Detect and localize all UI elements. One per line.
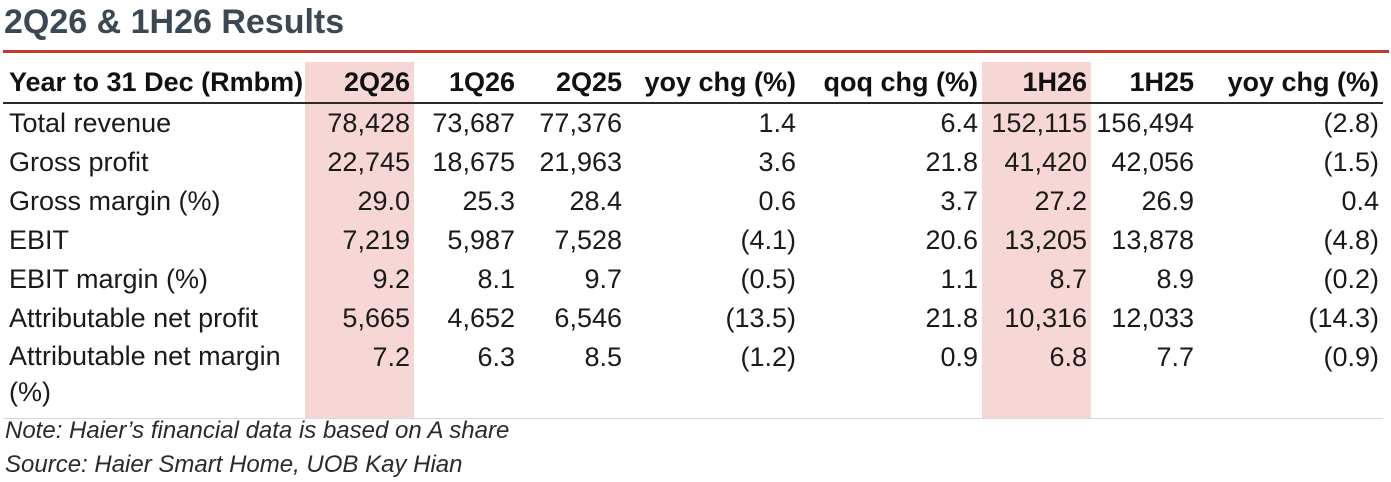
row-label: Attributable net profit [9, 303, 259, 333]
cell: 12,033 [1111, 303, 1194, 333]
header-1h26: 1H26 [982, 62, 1091, 104]
cell: 6,546 [554, 303, 622, 333]
table-row: Attributable net profit 5,665 4,652 6,54… [3, 299, 1383, 338]
header-2q26: 2Q26 [305, 62, 414, 104]
cell: 20.6 [925, 225, 978, 255]
row-label: Gross profit [9, 147, 149, 177]
cell: 3.6 [758, 147, 796, 177]
cell: 29.0 [305, 182, 414, 221]
header-yoy-chg-h: yoy chg (%) [1198, 62, 1383, 104]
cell: (1.5) [1323, 147, 1379, 177]
cell: (14.3) [1308, 303, 1379, 333]
table-row: EBIT 7,219 5,987 7,528 (4.1) 20.6 13,205… [3, 221, 1383, 260]
header-2q25: 2Q25 [519, 62, 626, 104]
source-text: Source: Haier Smart Home, UOB Kay Hian [5, 451, 463, 478]
cell: 22,745 [305, 143, 414, 182]
cell: 7,219 [305, 221, 414, 260]
table-row: Total revenue 78,428 73,687 77,376 1.4 6… [3, 103, 1383, 143]
table-header-row: Year to 31 Dec (Rmbm) 2Q26 1Q26 2Q25 yoy… [3, 62, 1383, 104]
cell: 28.4 [569, 186, 622, 216]
cell: 6.4 [940, 108, 978, 138]
cell: 13,878 [1111, 225, 1194, 255]
title-divider [3, 50, 1389, 53]
cell: 41,420 [982, 143, 1091, 182]
cell: 1.4 [758, 108, 796, 138]
cell: (2.8) [1323, 108, 1379, 138]
cell: 18,675 [432, 147, 515, 177]
cell: 9.2 [305, 260, 414, 299]
cell: 21.8 [925, 147, 978, 177]
row-label: Attributable net margin (%) [3, 338, 305, 419]
cell: 1.1 [940, 264, 978, 294]
cell: 7,528 [554, 225, 622, 255]
cell: 156,494 [1096, 108, 1194, 138]
cell: 73,687 [432, 108, 515, 138]
cell: 27.2 [982, 182, 1091, 221]
cell: 5,987 [447, 225, 515, 255]
row-label: EBIT [9, 225, 70, 255]
cell: 9.7 [584, 264, 622, 294]
row-label: Total revenue [9, 108, 172, 138]
cell: (13.5) [725, 303, 796, 333]
cell: 0.6 [758, 186, 796, 216]
cell: 7.2 [305, 338, 414, 419]
cell: 8.9 [1156, 264, 1194, 294]
cell: 7.7 [1091, 338, 1198, 419]
results-table: Year to 31 Dec (Rmbm) 2Q26 1Q26 2Q25 yoy… [3, 62, 1383, 419]
cell: 3.7 [940, 186, 978, 216]
cell: (4.1) [740, 225, 796, 255]
header-1h25: 1H25 [1091, 62, 1198, 104]
cell: (0.2) [1323, 264, 1379, 294]
cell: 4,652 [447, 303, 515, 333]
cell: 8.7 [982, 260, 1091, 299]
cell: 26.9 [1141, 186, 1194, 216]
cell: 6.8 [982, 338, 1091, 419]
cell: 78,428 [305, 103, 414, 143]
cell: 8.1 [477, 264, 515, 294]
note-text: Note: Haier’s financial data is based on… [5, 417, 510, 444]
row-label: Gross margin (%) [9, 186, 221, 216]
table-row: Gross margin (%) 29.0 25.3 28.4 0.6 3.7 … [3, 182, 1383, 221]
cell: 6.3 [414, 338, 519, 419]
header-yoy-chg-q: yoy chg (%) [626, 62, 800, 104]
table-row: EBIT margin (%) 9.2 8.1 9.7 (0.5) 1.1 8.… [3, 260, 1383, 299]
cell: 42,056 [1111, 147, 1194, 177]
cell: 21,963 [539, 147, 622, 177]
cell: 152,115 [982, 103, 1091, 143]
cell: 10,316 [982, 299, 1091, 338]
cell: 8.5 [519, 338, 626, 419]
cell: 0.4 [1341, 186, 1379, 216]
page-title: 2Q26 & 1H26 Results [4, 3, 345, 41]
cell: 5,665 [305, 299, 414, 338]
cell: 0.9 [800, 338, 982, 419]
row-label: EBIT margin (%) [9, 264, 209, 294]
cell: 21.8 [925, 303, 978, 333]
header-1q26: 1Q26 [414, 62, 519, 104]
header-label: Year to 31 Dec (Rmbm) [3, 62, 305, 104]
cell: (0.9) [1198, 338, 1383, 419]
cell: (1.2) [626, 338, 800, 419]
cell: 25.3 [462, 186, 515, 216]
table-row: Attributable net margin (%) 7.2 6.3 8.5 … [3, 338, 1383, 419]
footnotes: Note: Haier’s financial data is based on… [5, 414, 509, 482]
table-row: Gross profit 22,745 18,675 21,963 3.6 21… [3, 143, 1383, 182]
cell: 77,376 [539, 108, 622, 138]
cell: (4.8) [1323, 225, 1379, 255]
cell: (0.5) [740, 264, 796, 294]
cell: 13,205 [982, 221, 1091, 260]
header-qoq-chg: qoq chg (%) [800, 62, 982, 104]
